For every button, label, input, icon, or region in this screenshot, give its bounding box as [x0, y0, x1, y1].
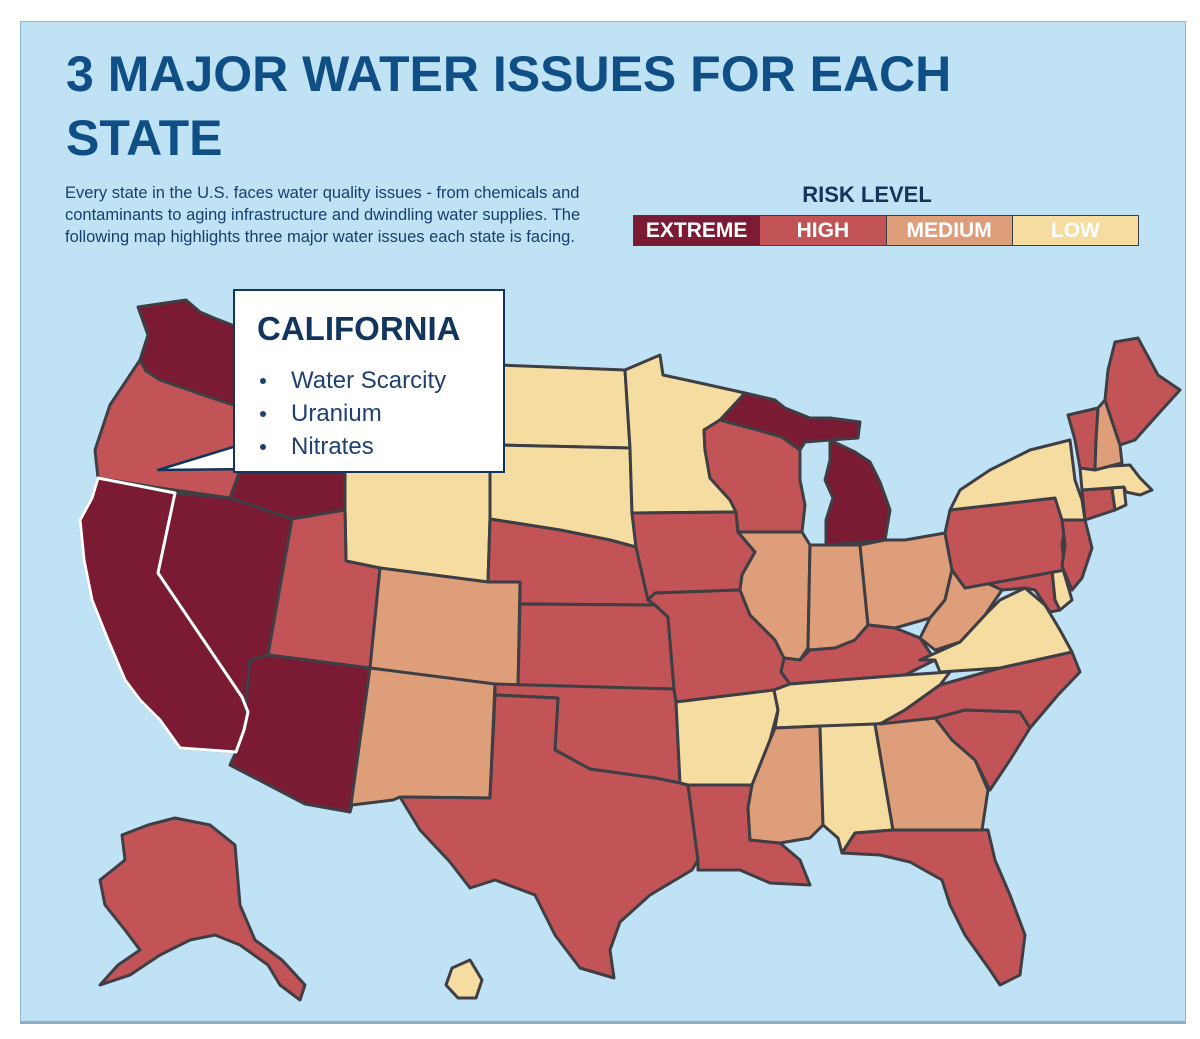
state-florida[interactable]	[840, 828, 1027, 987]
state-hawaii[interactable]	[444, 958, 484, 1000]
page-subtitle: Every state in the U.S. faces water qual…	[65, 184, 581, 246]
state-maine[interactable]	[1103, 336, 1182, 447]
state-michigan-upper[interactable]	[718, 391, 862, 452]
panel-shadow	[20, 1021, 1186, 1024]
callout-issue-item: Nitrates	[260, 430, 446, 463]
state-massachusetts[interactable]	[1078, 463, 1154, 497]
callout-issue-text: Water Scarcity	[291, 367, 447, 394]
state-north-dakota[interactable]	[496, 363, 632, 450]
risk-level-legend: EXTREME HIGH MEDIUM LOW	[633, 215, 1139, 246]
callout-box: CALIFORNIA Water Scarcity Uranium Nitrat…	[233, 289, 505, 473]
state-connecticut[interactable]	[1080, 486, 1117, 522]
state-new-jersey[interactable]	[1060, 518, 1094, 592]
callout-issue-item: Uranium	[260, 397, 446, 430]
callout-issue-text: Nitrates	[291, 433, 374, 460]
callout-issue-list: Water Scarcity Uranium Nitrates	[260, 364, 447, 463]
bullet-icon	[260, 411, 266, 417]
legend-extreme: EXTREME	[634, 216, 761, 245]
callout-issue-text: Uranium	[291, 400, 382, 427]
state-arizona[interactable]	[228, 653, 372, 814]
page-title: 3 MAJOR WATER ISSUES FOR EACH STATE	[66, 46, 952, 166]
california-highlight-outline	[78, 476, 250, 754]
state-north-carolina[interactable]	[878, 650, 1082, 730]
state-michigan-lower[interactable]	[823, 438, 892, 547]
state-alaska[interactable]	[98, 816, 307, 1002]
callout-issue-item: Water Scarcity	[260, 364, 447, 397]
callout-title: CALIFORNIA	[257, 310, 461, 347]
bullet-icon	[260, 444, 266, 450]
state-texas[interactable]	[398, 693, 700, 980]
bullet-icon	[260, 378, 266, 384]
state-illinois[interactable]	[736, 530, 812, 662]
legend-title: RISK LEVEL	[802, 182, 932, 207]
legend-low: LOW	[1012, 216, 1138, 245]
legend-high: HIGH	[760, 216, 887, 245]
legend-medium: MEDIUM	[886, 216, 1013, 245]
state-new-mexico[interactable]	[348, 666, 497, 814]
state-kansas[interactable]	[516, 602, 676, 691]
